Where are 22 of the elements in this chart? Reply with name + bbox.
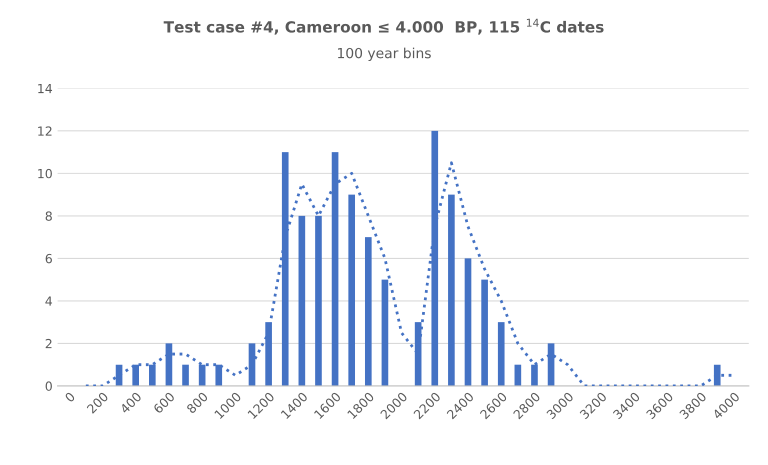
y-tick-label: 0 xyxy=(46,381,52,391)
y-tick-label: 4 xyxy=(45,296,52,306)
x-tick-label: 600 xyxy=(152,392,176,414)
bar xyxy=(182,364,189,386)
y-tick-label: 14 xyxy=(38,84,52,94)
y-tick-label: 10 xyxy=(38,168,52,178)
x-tick-label: 400 xyxy=(119,392,142,414)
y-tick-label: 12 xyxy=(38,126,52,136)
x-tick-label: 0 xyxy=(64,392,76,403)
bar xyxy=(298,216,306,386)
bar xyxy=(514,364,522,386)
bar xyxy=(348,194,356,386)
y-tick-label: 6 xyxy=(46,254,52,264)
chart-title: Test case #4, Cameroon ≤ 4.000 BP, 115 $^{14}$C dates xyxy=(164,18,604,35)
y-tick-label: 8 xyxy=(46,211,52,221)
bar xyxy=(364,237,372,386)
y-tick-label: 2 xyxy=(46,338,52,348)
bar xyxy=(448,194,455,386)
x-tick-label: 800 xyxy=(186,392,208,414)
bar xyxy=(498,322,505,386)
chart-subtitle: 100 year bins xyxy=(338,48,431,62)
bar xyxy=(464,258,472,386)
